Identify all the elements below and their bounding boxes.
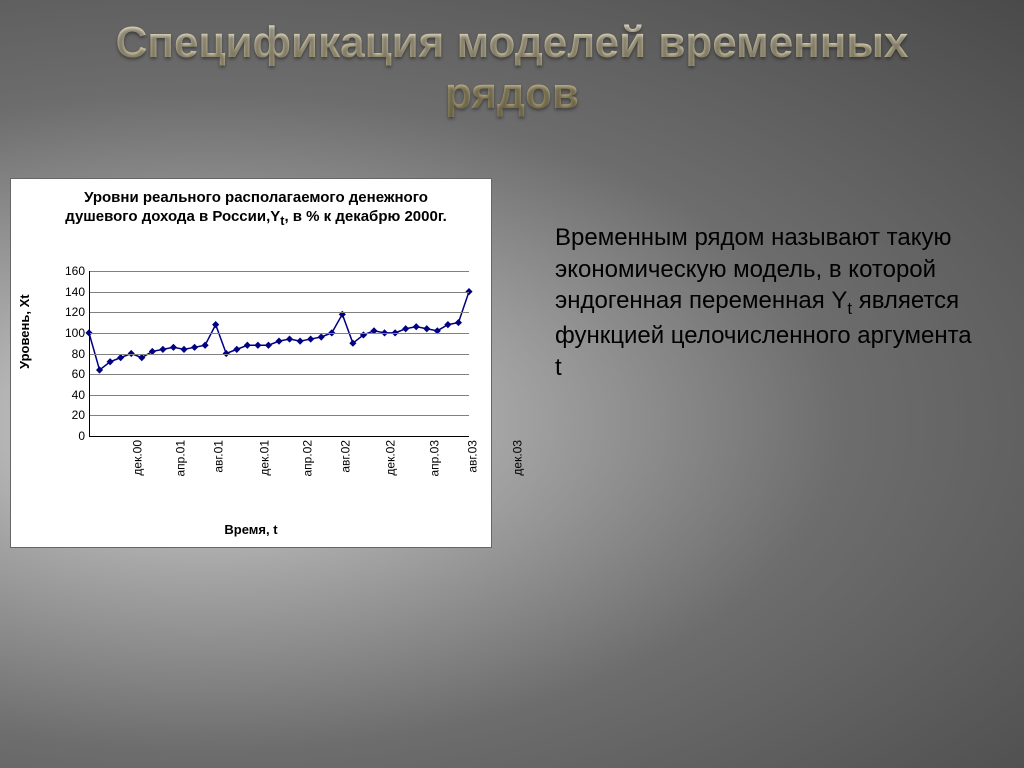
- series-marker: [254, 342, 261, 349]
- y-tick-label: 60: [72, 367, 85, 381]
- y-axis-line: [89, 271, 90, 436]
- y-tick-label: 140: [65, 285, 85, 299]
- series-marker: [444, 321, 451, 328]
- x-tick-label: апр.01: [174, 440, 188, 477]
- series-marker: [297, 338, 304, 345]
- gridline: [89, 271, 469, 272]
- x-axis-line: [89, 436, 469, 437]
- x-tick-label: дек.03: [511, 440, 525, 476]
- x-tick-label: авг.01: [212, 440, 226, 473]
- series-marker: [180, 346, 187, 353]
- x-tick-label: дек.02: [384, 440, 398, 476]
- y-tick-label: 100: [65, 326, 85, 340]
- series-marker: [423, 325, 430, 332]
- title-line-1: Спецификация моделей временных: [116, 18, 909, 67]
- gridline: [89, 333, 469, 334]
- series-marker: [202, 342, 209, 349]
- x-tick-label: дек.01: [257, 440, 271, 476]
- y-tick-label: 80: [72, 347, 85, 361]
- y-tick-label: 160: [65, 264, 85, 278]
- x-tick-label: авг.02: [339, 440, 353, 473]
- gridline: [89, 395, 469, 396]
- gridline: [89, 312, 469, 313]
- gridline: [89, 415, 469, 416]
- series-marker: [170, 344, 177, 351]
- chart-panel: Уровни реального располагаемого денежног…: [10, 178, 492, 548]
- series-marker: [212, 321, 219, 328]
- series-marker: [413, 323, 420, 330]
- y-tick-label: 20: [72, 408, 85, 422]
- series-marker: [159, 346, 166, 353]
- chart-title: Уровни реального располагаемого денежног…: [51, 189, 461, 229]
- x-tick-label: апр.02: [300, 440, 314, 477]
- y-axis-label: Уровень, Xt: [17, 294, 32, 369]
- series-marker: [244, 342, 251, 349]
- gridline: [89, 354, 469, 355]
- x-tick-label: авг.03: [465, 440, 479, 473]
- series-marker: [265, 342, 272, 349]
- y-tick-label: 40: [72, 388, 85, 402]
- series-marker: [233, 346, 240, 353]
- gridline: [89, 292, 469, 293]
- series-marker: [455, 319, 462, 326]
- x-tick-label: дек.00: [131, 440, 145, 476]
- title-line-2: рядов: [445, 69, 579, 118]
- plot-area: 020406080100120140160дек.00апр.01авг.01д…: [89, 271, 469, 436]
- slide: Спецификация моделей временных рядов Уро…: [0, 0, 1024, 768]
- series-marker: [307, 335, 314, 342]
- x-tick-label: апр.03: [427, 440, 441, 477]
- x-axis-label: Время, t: [11, 522, 491, 537]
- body-text: Временным рядом называют такую экономиче…: [555, 222, 975, 384]
- y-tick-label: 0: [78, 429, 85, 443]
- gridline: [89, 374, 469, 375]
- y-tick-label: 120: [65, 305, 85, 319]
- series-marker: [275, 338, 282, 345]
- series-marker: [117, 354, 124, 361]
- series-marker: [402, 325, 409, 332]
- series-marker: [286, 335, 293, 342]
- series-marker: [318, 333, 325, 340]
- series-line: [89, 292, 469, 370]
- series-marker: [138, 354, 145, 361]
- series-marker: [191, 344, 198, 351]
- slide-title: Спецификация моделей временных рядов: [0, 18, 1024, 119]
